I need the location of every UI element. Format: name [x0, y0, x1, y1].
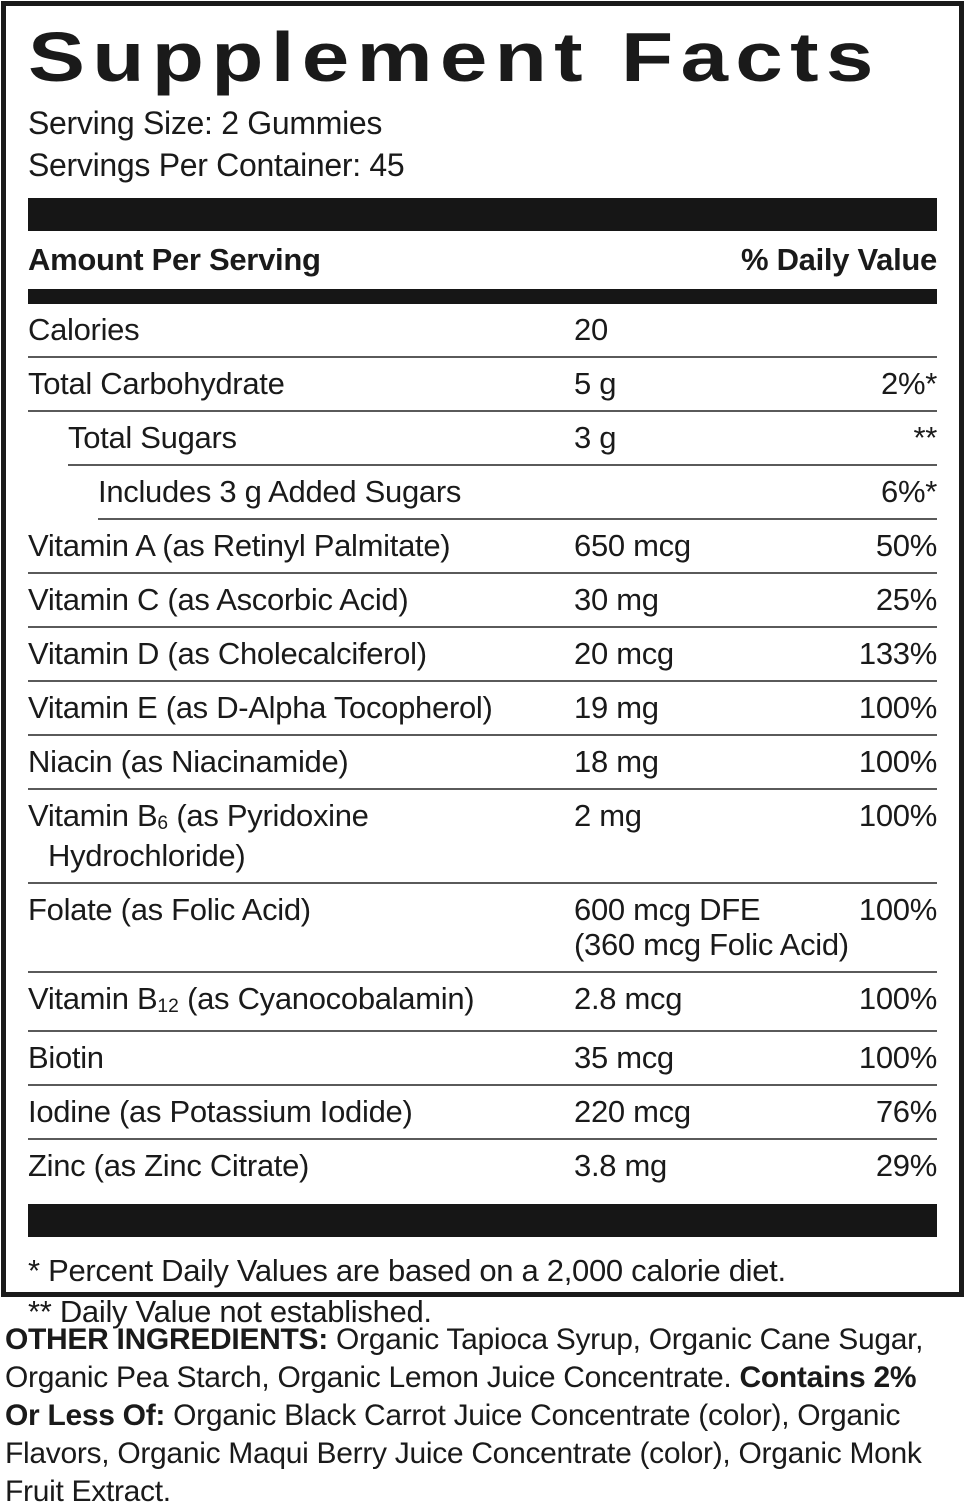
- nutrient-name: Vitamin D (as Cholecalciferol): [28, 636, 427, 671]
- other-ingredients-label: OTHER INGREDIENTS:: [5, 1323, 328, 1356]
- table-row-calories: Calories 20: [28, 304, 937, 358]
- b12-subscript: 12: [157, 996, 179, 1018]
- nutrient-name: Vitamin E (as D-Alpha Tocopherol): [28, 690, 493, 725]
- nutrient-dv: 76%: [875, 1094, 937, 1129]
- nutrient-amount: 19 mg: [574, 690, 659, 725]
- nutrient-amount: 20 mcg: [574, 636, 674, 671]
- divider-bar-bottom: [28, 1204, 937, 1237]
- nutrient-name-line2: Hydrochloride): [48, 838, 246, 873]
- nutrient-name: Biotin: [28, 1040, 104, 1075]
- table-row-vitamin-e: Vitamin E (as D-Alpha Tocopherol) 19 mg …: [28, 682, 937, 736]
- panel-title: Supplement Facts: [28, 18, 881, 96]
- nutrient-name: Iodine (as Potassium Iodide): [28, 1094, 413, 1129]
- nutrient-name: Total Sugars: [68, 420, 237, 455]
- other-ingredients-paragraph: OTHER INGREDIENTS: Organic Tapioca Syrup…: [0, 1297, 968, 1511]
- table-row-biotin: Biotin 35 mcg 100%: [28, 1032, 937, 1086]
- nutrient-name: Vitamin B6 (as Pyridoxine Hydrochloride): [28, 798, 574, 873]
- table-row-niacin: Niacin (as Niacinamide) 18 mg 100%: [28, 736, 937, 790]
- nutrient-name: Folate (as Folic Acid): [28, 892, 311, 927]
- footnotes: * Percent Daily Values are based on a 2,…: [28, 1237, 937, 1332]
- supplement-facts-panel: Supplement Facts Serving Size: 2 Gummies…: [1, 1, 964, 1329]
- nutrient-name: Vitamin C (as Ascorbic Acid): [28, 582, 409, 617]
- nutrient-name: Calories: [28, 312, 140, 347]
- nutrient-dv: **: [913, 420, 937, 455]
- nutrient-amount: 5 g: [574, 366, 617, 401]
- servings-per-container: Servings Per Container: 45: [28, 147, 405, 183]
- b6-subscript: 6: [157, 813, 169, 835]
- table-row-total-carbohydrate: Total Carbohydrate 5 g 2%*: [28, 358, 937, 412]
- table-row-vitamin-d: Vitamin D (as Cholecalciferol) 20 mcg 13…: [28, 628, 937, 682]
- nutrient-amount: 220 mcg: [574, 1094, 691, 1129]
- nutrient-amount: 18 mg: [574, 744, 659, 779]
- contains-2-percent-label: Contains 2% Or Less Of:: [5, 1361, 917, 1432]
- table-row-vitamin-c: Vitamin C (as Ascorbic Acid) 30 mg 25%: [28, 574, 937, 628]
- nutrient-amount: 600 mcg DFE (360 mcg Folic Acid): [574, 892, 849, 962]
- nutrient-name: Zinc (as Zinc Citrate): [28, 1148, 310, 1183]
- footnote-not-established: ** Daily Value not established.: [28, 1294, 432, 1329]
- table-row-zinc: Zinc (as Zinc Citrate) 3.8 mg 29%: [28, 1140, 937, 1192]
- amount-per-serving-header: Amount Per Serving: [28, 242, 321, 277]
- nutrient-dv: 133%: [858, 636, 937, 671]
- nutrient-name: Includes 3 g Added Sugars: [98, 474, 462, 509]
- other-ingredients-text-1: Organic Tapioca Syrup, Organic Cane Suga…: [5, 1323, 924, 1394]
- nutrient-dv: 100%: [858, 690, 937, 725]
- nutrient-dv: 100%: [858, 981, 937, 1016]
- nutrient-dv: 25%: [875, 582, 937, 617]
- nutrient-amount: 30 mg: [574, 582, 659, 617]
- nutrient-amount: 2.8 mcg: [574, 981, 683, 1016]
- daily-value-header: % Daily Value: [741, 242, 937, 277]
- nutrient-dv: 50%: [875, 528, 937, 563]
- table-header: Amount Per Serving % Daily Value: [28, 231, 937, 289]
- serving-size: Serving Size: 2 Gummies: [28, 105, 383, 141]
- nutrient-amount: 3 g: [574, 420, 617, 455]
- nutrient-amount-line2: (360 mcg Folic Acid): [574, 927, 849, 962]
- nutrient-dv: 100%: [858, 744, 937, 779]
- nutrient-name: Vitamin B12 (as Cyanocobalamin): [28, 981, 475, 1018]
- divider-bar-top: [28, 198, 937, 231]
- nutrient-dv: 100%: [858, 1040, 937, 1075]
- other-ingredients-text-2: Organic Black Carrot Juice Concentrate (…: [5, 1399, 922, 1508]
- nutrient-name: Total Carbohydrate: [28, 366, 285, 401]
- nutrient-amount: 2 mg: [574, 798, 642, 833]
- table-row-vitamin-b6: Vitamin B6 (as Pyridoxine Hydrochloride)…: [28, 790, 937, 884]
- table-row-folate: Folate (as Folic Acid) 600 mcg DFE (360 …: [28, 884, 937, 973]
- serving-info: Serving Size: 2 Gummies Servings Per Con…: [28, 102, 937, 186]
- table-row-total-sugars: Total Sugars 3 g **: [68, 412, 937, 466]
- nutrient-name: Niacin (as Niacinamide): [28, 744, 349, 779]
- divider-bar-header: [28, 289, 937, 304]
- nutrient-name-line1: Vitamin B6 (as Pyridoxine: [28, 798, 369, 835]
- table-row-added-sugars: Includes 3 g Added Sugars 6%*: [98, 466, 937, 520]
- nutrient-table: Calories 20 Total Carbohydrate 5 g 2%* T…: [28, 304, 937, 1192]
- nutrient-amount-line1: 600 mcg DFE: [574, 892, 761, 927]
- nutrient-dv: 100%: [858, 892, 937, 927]
- table-row-vitamin-a: Vitamin A (as Retinyl Palmitate) 650 mcg…: [28, 520, 937, 574]
- nutrient-dv: 2%*: [881, 366, 937, 401]
- nutrient-amount: 35 mcg: [574, 1040, 674, 1075]
- nutrient-amount: 3.8 mg: [574, 1148, 667, 1183]
- nutrient-dv: 6%*: [881, 474, 937, 509]
- nutrient-dv: 29%: [875, 1148, 937, 1183]
- footnote-daily-value: * Percent Daily Values are based on a 2,…: [28, 1253, 786, 1288]
- nutrient-amount: 650 mcg: [574, 528, 691, 563]
- nutrient-dv: 100%: [858, 798, 937, 833]
- table-row-vitamin-b12: Vitamin B12 (as Cyanocobalamin) 2.8 mcg …: [28, 973, 937, 1032]
- table-row-iodine: Iodine (as Potassium Iodide) 220 mcg 76%: [28, 1086, 937, 1140]
- nutrient-amount: 20: [574, 312, 608, 347]
- nutrient-name: Vitamin A (as Retinyl Palmitate): [28, 528, 451, 563]
